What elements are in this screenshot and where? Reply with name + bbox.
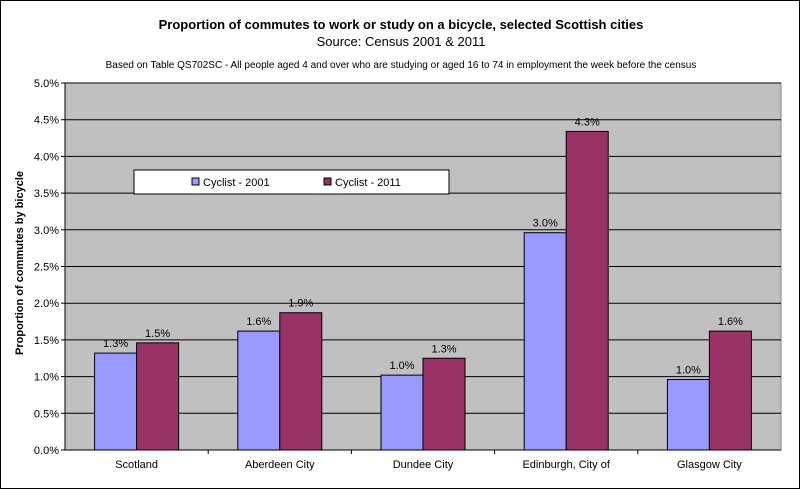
data-label: 1.0% (676, 365, 701, 377)
data-label: 3.0% (533, 218, 558, 230)
x-tick-label: Edinburgh, City of (522, 459, 610, 471)
y-tick-label: 5.0% (34, 78, 59, 90)
legend: Cyclist - 2001 Cyclist - 2011 (133, 169, 450, 195)
x-tick-label: Aberdeen City (245, 459, 315, 471)
y-tick-label: 3.0% (34, 225, 59, 237)
y-tick-label: 3.5% (34, 188, 59, 200)
chart-note: Based on Table QS702SC - All people aged… (106, 60, 697, 71)
y-tick-label: 1.5% (34, 335, 59, 347)
bar-2011-3 (565, 130, 609, 451)
y-tick-label: 4.5% (34, 115, 59, 127)
bar-2011-1 (279, 312, 323, 451)
y-tick-label: 1.0% (34, 372, 59, 384)
legend-swatch (191, 177, 200, 186)
bar-2011-0 (136, 342, 180, 451)
chart-subtitle: Source: Census 2001 & 2011 (317, 34, 486, 49)
data-label: 1.5% (145, 328, 170, 340)
data-label: 1.9% (288, 298, 313, 310)
bar-2001-3 (523, 232, 567, 451)
data-label: 1.6% (718, 316, 743, 328)
y-tick-label: 0.0% (34, 445, 59, 457)
plot-area: 0.0% 0.5% 1.0% 1.5% 2.0% 2.5% 3.0% 3.5% 4.0% 4.5%… (34, 78, 782, 471)
x-tick-label: Glasgow City (677, 459, 742, 471)
legend-label: Cyclist - 2011 (335, 177, 401, 189)
bar-2011-4 (708, 330, 752, 451)
y-tick-label: 0.5% (34, 408, 59, 420)
x-tick-label: Dundee City (393, 459, 454, 471)
bar-2001-4 (666, 379, 710, 451)
legend-label: Cyclist - 2001 (203, 177, 270, 189)
y-axis-label: Proportion of commutes by bicycle (14, 171, 26, 355)
data-label: 1.3% (103, 338, 128, 350)
bar-2001-0 (94, 352, 138, 451)
chart-title: Proportion of commutes to work or study … (159, 17, 644, 32)
legend-box (133, 169, 450, 195)
bar-2001-2 (380, 374, 424, 451)
y-tick-label: 2.5% (34, 262, 59, 274)
legend-swatch (323, 177, 332, 186)
data-label: 1.3% (431, 343, 456, 355)
x-tick-label: Scotland (115, 459, 158, 471)
bar-2001-1 (237, 330, 281, 451)
bar-2011-2 (422, 357, 466, 451)
y-tick-label: 4.0% (34, 151, 59, 163)
y-tick-label: 2.0% (34, 298, 59, 310)
data-label: 4.3% (575, 116, 600, 128)
data-label: 1.0% (389, 360, 414, 372)
data-label: 1.6% (246, 316, 271, 328)
